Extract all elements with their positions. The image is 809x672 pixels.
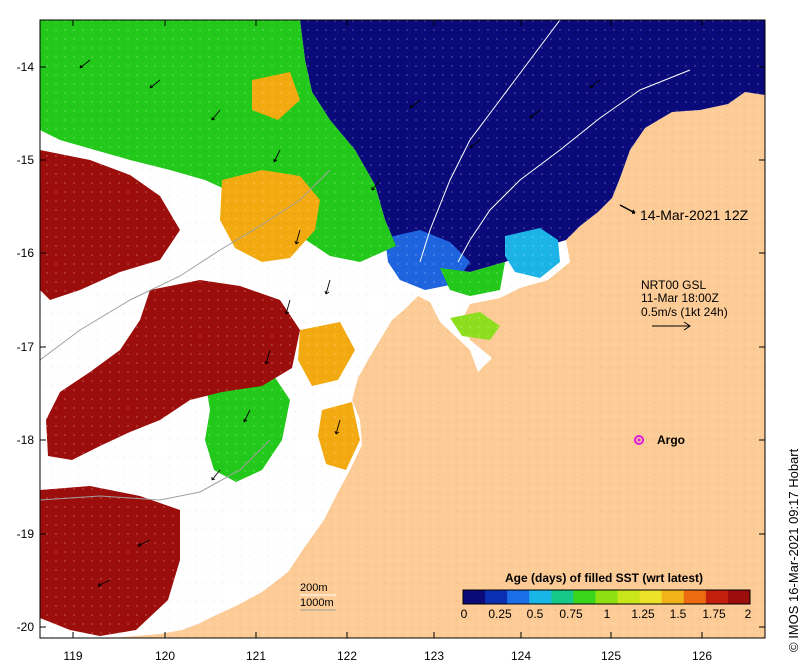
colorbar-band [639,590,663,604]
colorbar-tick: 2 [745,607,752,621]
colorbar-tick: 0.75 [559,607,583,621]
current-vectors [79,59,636,587]
colorbar-tick: 1.5 [670,607,687,621]
x-tick-label: 119 [63,649,82,663]
colorbar-band [617,590,641,604]
imos-credit: © IMOS 16-Mar-2021 09:17 Hobart [786,448,801,652]
colorbar-band [507,590,530,604]
current-scale-arrow-icon [652,321,691,331]
x-axis [72,20,703,638]
colorbar-band [529,590,552,604]
colorbar-tick: 0.25 [488,607,512,621]
y-tick-label: -20 [17,620,35,634]
x-tick-label: 122 [337,649,357,663]
x-tick-label: 125 [601,649,621,663]
colorbar-band [661,590,685,604]
current-legend-line2: 11-Mar 18:00Z [641,291,719,305]
x-tick-label: 123 [424,649,444,663]
contour-200m [457,69,691,263]
y-tick-label: -14 [17,60,35,74]
colorbar-band [485,590,508,604]
colorbar-title: Age (days) of filled SST (wrt latest) [505,571,703,585]
contour-1000m [419,20,561,263]
x-tick-label: 126 [692,649,712,663]
colorbar-band [727,590,751,604]
y-tick-label: -18 [17,433,35,447]
colorbar-band [573,590,596,604]
x-tick-label: 124 [511,649,531,663]
contour-gray [40,169,331,361]
colorbar-tick: 1 [604,607,611,621]
colorbar-band [551,590,574,604]
colorbar-tick: 0 [461,607,468,621]
colorbar-band [463,590,486,604]
y-tick-label: -16 [17,246,35,260]
plot-border [39,19,766,639]
colorbar: Age (days) of filled SST (wrt latest) 0 … [461,571,752,621]
colorbar-band [595,590,619,604]
y-axis [40,66,765,628]
colorbar-tick: 0.5 [527,607,544,621]
argo-float-marker [634,435,644,445]
x-tick-label: 121 [246,649,266,663]
date-label: 14-Mar-2021 12Z [640,207,749,223]
colorbar-tick: 1.25 [631,607,655,621]
contour-label-1000m: 1000m [300,597,334,609]
argo-label: Argo [657,433,685,447]
colorbar-band [683,590,707,604]
colorbar-tick: 1.75 [702,607,726,621]
contour-gray-2 [40,439,271,501]
current-legend-line1: NRT00 GSL [641,278,706,292]
x-tick-label: 120 [155,649,175,663]
current-legend-line3: 0.5m/s (1kt 24h) [641,305,728,319]
y-tick-label: -17 [17,340,35,354]
colorbar-band [705,590,729,604]
y-tick-label: -19 [17,527,35,541]
y-tick-label: -15 [17,153,35,167]
contour-label-200m: 200m [300,582,328,594]
